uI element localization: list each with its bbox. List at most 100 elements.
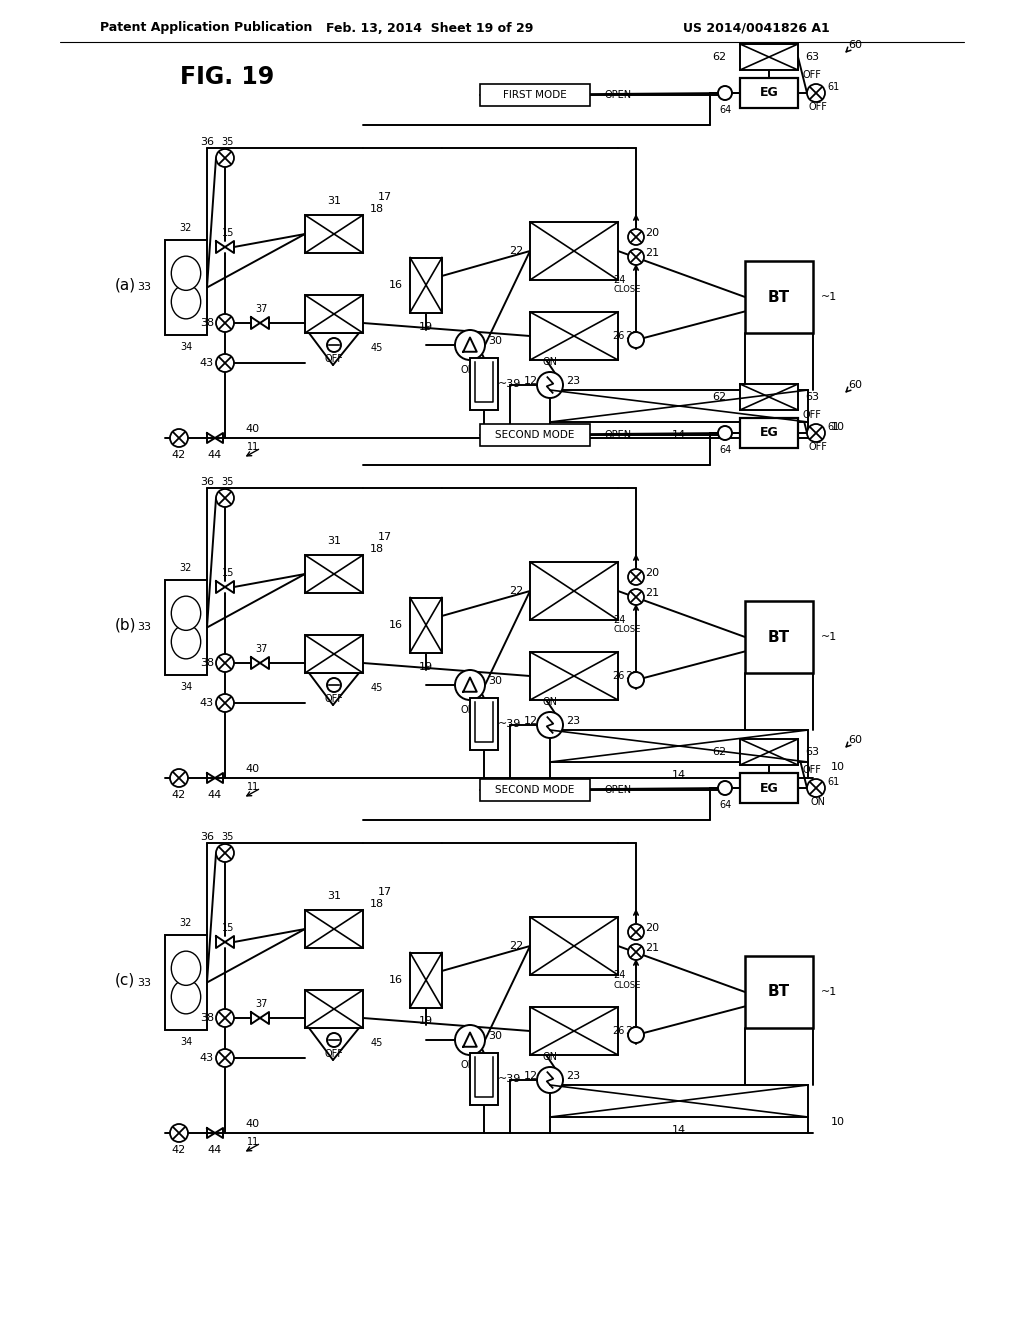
Text: 24: 24 — [612, 275, 626, 285]
Text: 18: 18 — [370, 205, 384, 214]
Circle shape — [170, 1125, 188, 1142]
Text: 26: 26 — [611, 671, 625, 681]
Bar — [740, 384, 798, 411]
Text: BT: BT — [768, 985, 791, 999]
Text: 33: 33 — [137, 978, 151, 987]
Text: 14: 14 — [672, 430, 686, 440]
Text: CLOSE: CLOSE — [613, 626, 641, 635]
Circle shape — [455, 671, 485, 700]
Text: 14: 14 — [672, 1125, 686, 1135]
Text: CLOSE: CLOSE — [613, 981, 641, 990]
Text: 15: 15 — [222, 568, 234, 578]
Text: 25: 25 — [625, 1026, 639, 1036]
Circle shape — [216, 149, 234, 168]
Circle shape — [807, 779, 825, 797]
Text: SECOND MODE: SECOND MODE — [496, 785, 574, 795]
Circle shape — [628, 228, 644, 246]
Text: OFF: OFF — [809, 442, 827, 451]
Circle shape — [170, 429, 188, 447]
Text: 17: 17 — [378, 532, 392, 543]
Circle shape — [170, 770, 188, 787]
Text: 22: 22 — [509, 246, 523, 256]
Text: 43: 43 — [200, 358, 214, 368]
Text: 60: 60 — [848, 40, 862, 50]
Bar — [745, 956, 813, 1028]
Bar — [745, 261, 813, 333]
Text: 30: 30 — [488, 676, 502, 686]
Bar — [530, 917, 618, 975]
Text: 45: 45 — [371, 1038, 383, 1048]
Bar — [550, 730, 808, 762]
Text: ON: ON — [543, 1052, 557, 1063]
Text: 42: 42 — [172, 789, 186, 800]
Text: 45: 45 — [371, 682, 383, 693]
Bar — [740, 44, 798, 70]
Text: 40: 40 — [246, 424, 260, 434]
Circle shape — [216, 314, 234, 333]
Circle shape — [628, 589, 644, 605]
Text: 23: 23 — [566, 376, 580, 385]
Text: EG: EG — [760, 426, 778, 440]
Text: 11: 11 — [247, 442, 259, 451]
Text: 11: 11 — [247, 1137, 259, 1147]
Text: 30: 30 — [488, 1031, 502, 1041]
Text: 17: 17 — [378, 191, 392, 202]
Text: CLOSE: CLOSE — [613, 285, 641, 294]
Text: OFF: OFF — [803, 411, 821, 420]
Text: 10: 10 — [831, 762, 845, 772]
Bar — [305, 554, 362, 593]
Text: 34: 34 — [180, 342, 193, 352]
Text: 63: 63 — [805, 392, 819, 403]
Circle shape — [216, 843, 234, 862]
Bar — [165, 240, 207, 335]
Circle shape — [216, 354, 234, 372]
Text: ~39: ~39 — [499, 1074, 521, 1084]
Text: 21: 21 — [645, 248, 659, 257]
Bar — [165, 579, 207, 675]
Text: 32: 32 — [180, 564, 193, 573]
Text: 17: 17 — [378, 887, 392, 898]
Text: 61: 61 — [827, 422, 840, 432]
Text: 34: 34 — [180, 1038, 193, 1047]
Ellipse shape — [171, 624, 201, 659]
Text: 34: 34 — [180, 682, 193, 692]
Circle shape — [216, 653, 234, 672]
Text: 25: 25 — [625, 331, 639, 341]
Text: OFF: OFF — [809, 102, 827, 112]
Bar — [740, 418, 798, 447]
Text: 36: 36 — [200, 137, 214, 147]
Bar — [480, 424, 590, 446]
Text: 64: 64 — [719, 445, 731, 455]
Text: 25: 25 — [625, 671, 639, 681]
Ellipse shape — [171, 952, 201, 985]
Text: 31: 31 — [327, 891, 341, 902]
Text: 3: 3 — [721, 783, 727, 793]
Circle shape — [718, 86, 732, 100]
Circle shape — [628, 944, 644, 960]
Text: 62: 62 — [712, 392, 726, 403]
Text: 26: 26 — [611, 331, 625, 341]
Text: 64: 64 — [719, 106, 731, 115]
Bar — [305, 635, 362, 673]
Circle shape — [455, 330, 485, 360]
Text: 30: 30 — [488, 337, 502, 346]
Text: ON: ON — [543, 356, 557, 367]
Circle shape — [628, 1027, 644, 1043]
Text: OFF: OFF — [461, 1060, 479, 1071]
Text: 32: 32 — [180, 917, 193, 928]
Text: 12: 12 — [524, 715, 538, 726]
Text: 44: 44 — [208, 450, 222, 459]
Bar — [305, 990, 362, 1028]
Text: OPEN: OPEN — [604, 785, 632, 795]
Text: ON: ON — [543, 697, 557, 708]
Text: 20: 20 — [645, 923, 659, 933]
Text: 22: 22 — [509, 586, 523, 597]
Bar — [740, 78, 798, 108]
Text: 63: 63 — [805, 747, 819, 756]
Text: OPEN: OPEN — [604, 430, 632, 440]
Circle shape — [628, 672, 644, 688]
Text: 21: 21 — [645, 587, 659, 598]
Circle shape — [216, 488, 234, 507]
Text: OFF: OFF — [803, 70, 821, 81]
Circle shape — [807, 84, 825, 102]
